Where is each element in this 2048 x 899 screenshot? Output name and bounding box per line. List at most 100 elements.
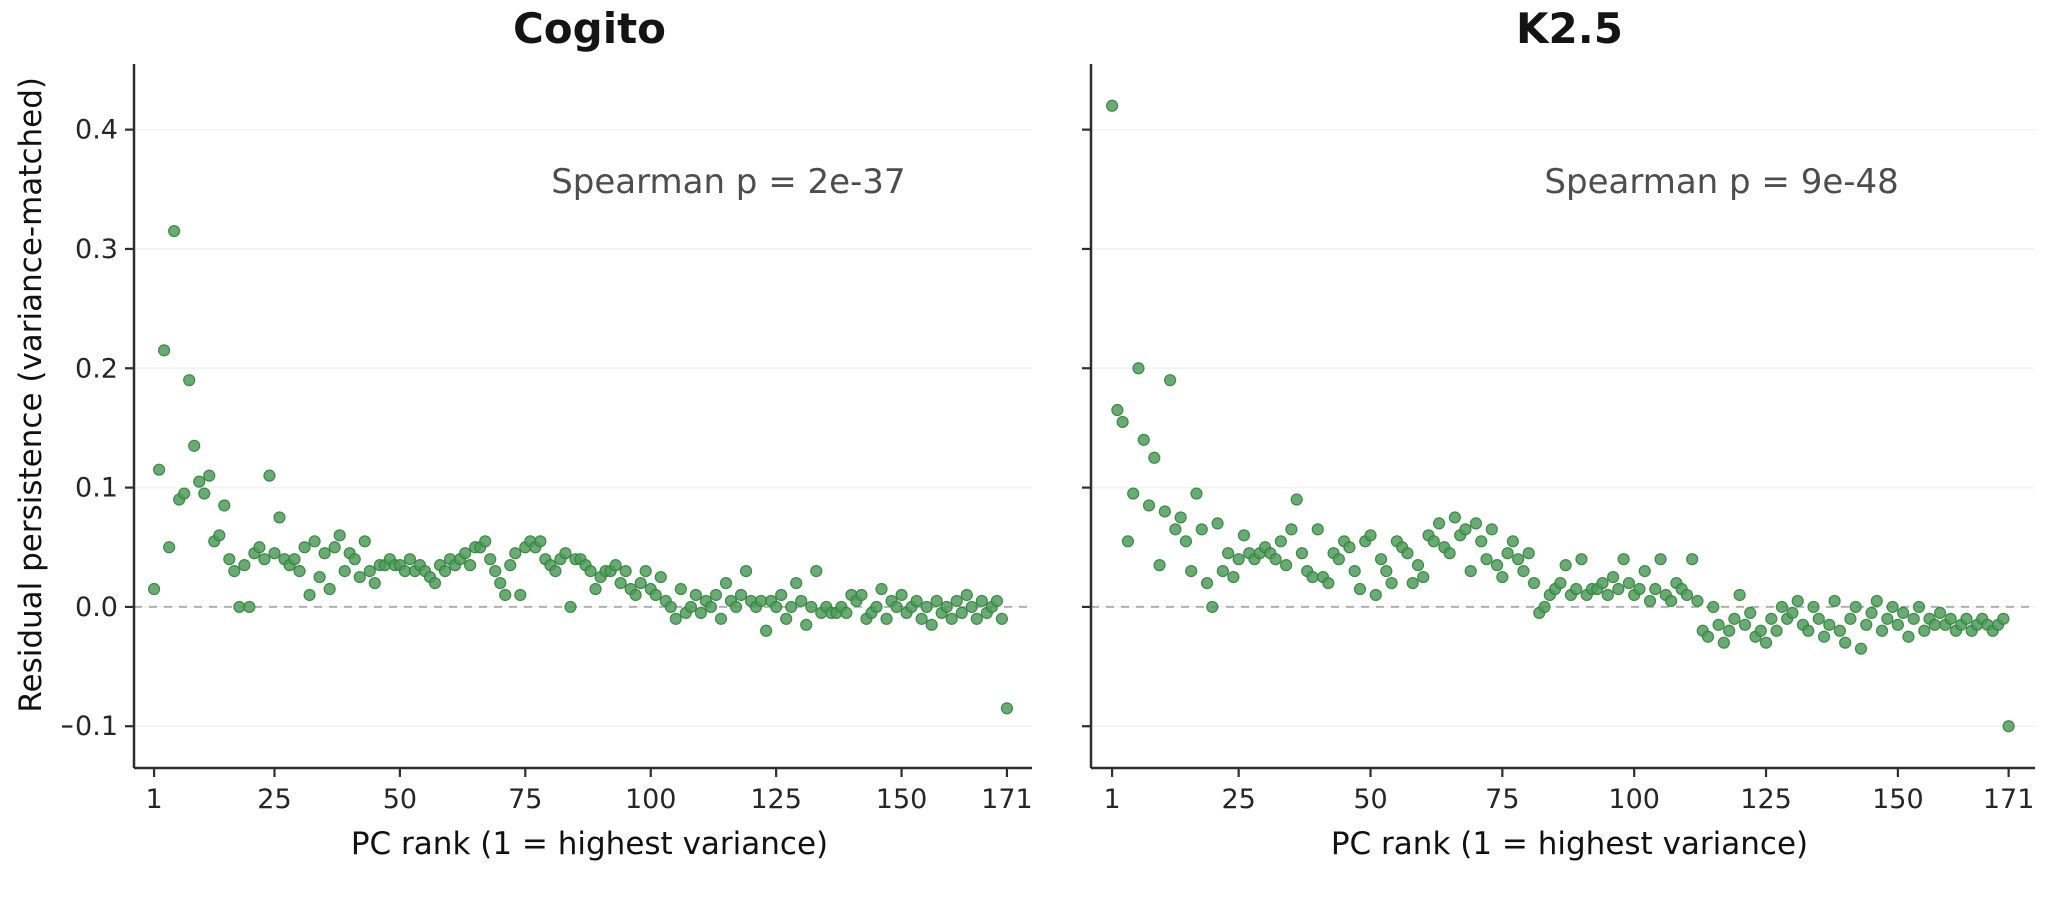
data-point [1000, 702, 1014, 715]
data-point [1712, 618, 1725, 631]
y-tick-label: 0.4 [75, 115, 118, 146]
data-point [1406, 576, 1419, 590]
data-point [1306, 570, 1319, 584]
data-point [714, 612, 728, 625]
data-point [2002, 720, 2015, 733]
data-point [955, 606, 968, 619]
data-point [288, 553, 301, 566]
data-point [1765, 612, 1778, 625]
data-point [1105, 99, 1119, 112]
data-point [1754, 624, 1767, 637]
data-point [1875, 624, 1889, 637]
data-point [243, 600, 256, 614]
data-point [1401, 547, 1414, 560]
data-point [499, 588, 512, 602]
data-point [1865, 606, 1878, 619]
data-point [338, 565, 351, 578]
data-point [1459, 523, 1472, 536]
data-point [1185, 565, 1198, 578]
data-point [1775, 600, 1788, 614]
data-point [1570, 582, 1583, 596]
data-point [358, 535, 371, 548]
data-point [1353, 582, 1367, 596]
data-point [920, 600, 933, 614]
data-point [1649, 582, 1662, 596]
data-point [1506, 535, 1519, 548]
data-point [1427, 535, 1440, 548]
y-axis-label: Residual persistence (variance-matched) [13, 76, 49, 713]
data-point [1823, 618, 1836, 631]
data-point [840, 606, 853, 619]
data-point [228, 565, 241, 578]
x-tick-label: 150 [876, 784, 928, 815]
data-point [619, 565, 632, 578]
data-point [729, 600, 743, 614]
data-point [1385, 576, 1398, 590]
data-point [925, 618, 938, 631]
x-tick-label: 75 [1485, 784, 1519, 815]
data-point [1812, 612, 1825, 625]
data-point [1222, 547, 1235, 560]
data-point [1216, 565, 1229, 578]
data-point [258, 553, 271, 566]
y-tick-label: 0.3 [75, 234, 118, 265]
x-tick-label: 100 [625, 784, 677, 815]
data-point [438, 565, 452, 578]
data-point [1839, 636, 1852, 649]
data-point [970, 612, 983, 625]
data-point [198, 487, 211, 500]
data-point [855, 588, 868, 602]
data-point [1733, 588, 1746, 602]
data-point [930, 594, 943, 608]
data-point [780, 612, 793, 625]
data-point [1686, 553, 1699, 566]
x-tick-label: 75 [508, 784, 542, 815]
data-point [1817, 630, 1831, 643]
data-point [1496, 570, 1509, 584]
data-point [168, 224, 181, 238]
data-point [238, 559, 251, 572]
data-point [1512, 553, 1525, 566]
data-point [895, 588, 908, 602]
data-point [1322, 576, 1335, 590]
data-point [1759, 636, 1773, 649]
data-point [669, 612, 682, 625]
y-tick-label: 0.2 [75, 353, 118, 384]
y-tick-label: 0.1 [75, 473, 118, 504]
data-point [940, 600, 953, 614]
data-point [203, 469, 216, 482]
data-point [1127, 487, 1140, 500]
data-point [609, 559, 622, 572]
x-tick-label: 1 [1104, 784, 1121, 815]
data-point [734, 588, 748, 602]
data-point [995, 612, 1008, 625]
data-point [950, 594, 963, 608]
data-point [945, 612, 958, 625]
data-point [1738, 618, 1752, 631]
data-point [1417, 570, 1430, 584]
data-point [1475, 535, 1488, 548]
data-point [1849, 600, 1862, 614]
data-point [584, 565, 597, 578]
data-point [193, 475, 206, 488]
y-axis-label-column: Residual persistence (variance-matched) [0, 0, 62, 899]
data-point [479, 535, 492, 548]
data-point [1332, 553, 1345, 566]
data-point [1786, 606, 1799, 619]
data-point [1148, 451, 1161, 464]
data-point [1691, 594, 1704, 608]
data-point [1770, 624, 1783, 637]
data-point [1928, 618, 1941, 631]
data-point [489, 565, 502, 578]
data-point [1111, 403, 1124, 417]
data-point [965, 600, 978, 614]
data-point [263, 469, 276, 482]
x-tick-label: 50 [1353, 784, 1387, 815]
data-point [770, 600, 783, 614]
data-point [634, 576, 647, 590]
data-point [1918, 624, 1931, 637]
k25-scatter-plot: 1 25 50 75 100 125 150 171 [1082, 64, 2035, 815]
panels-row: Cogito 1 25 50 75 100 125 150 171 −0.1 0.0 0.1 0.2 0… [62, 0, 2048, 899]
x-tick-label: 25 [1221, 784, 1255, 815]
